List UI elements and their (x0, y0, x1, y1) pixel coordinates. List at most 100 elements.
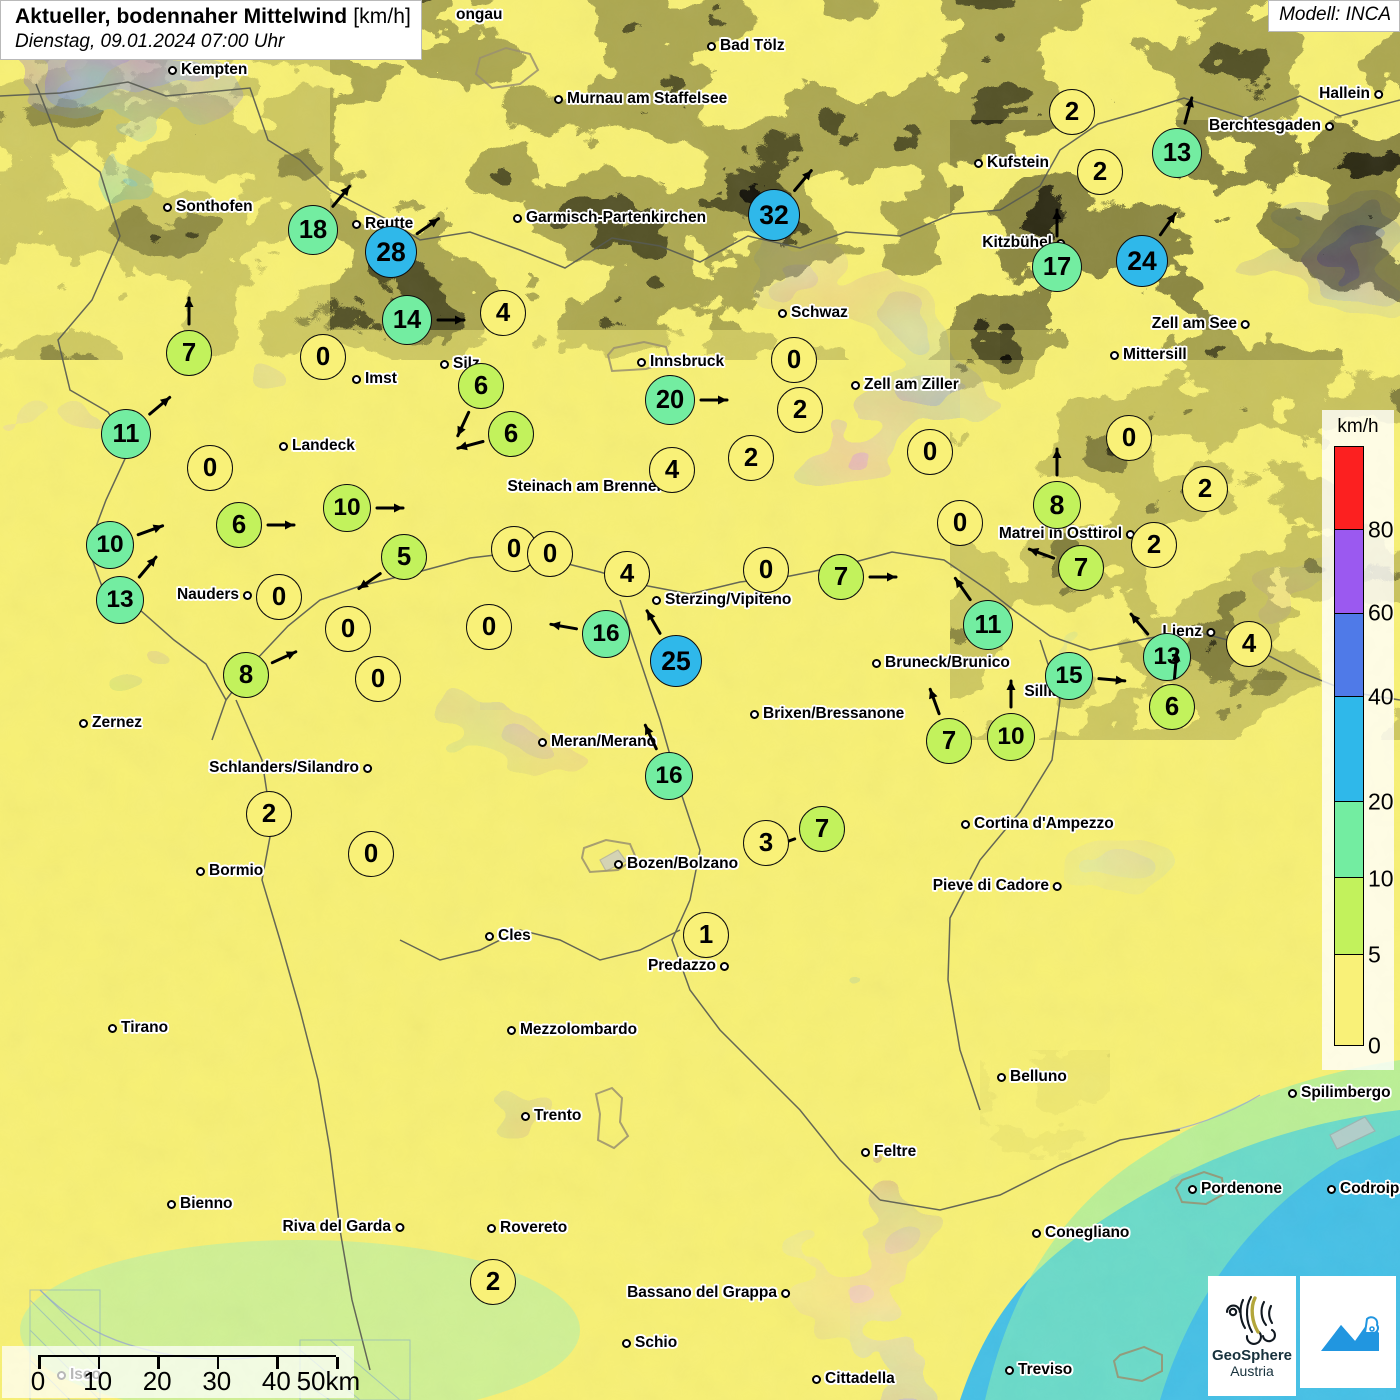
wind-station[interactable]: 7 (781, 517, 901, 637)
wind-station[interactable]: 4 (567, 514, 687, 634)
wind-station[interactable]: 0 (734, 300, 854, 420)
wind-speed-bubble[interactable]: 0 (1106, 415, 1152, 461)
wind-station[interactable]: 10 (287, 448, 407, 568)
wind-speed-bubble[interactable]: 3 (743, 820, 789, 866)
wind-speed-bubble[interactable]: 0 (325, 606, 371, 652)
wind-speed-bubble[interactable]: 2 (1077, 149, 1123, 195)
wind-speed-bubble[interactable]: 0 (187, 445, 233, 491)
wind-station[interactable]: 7 (1021, 508, 1141, 628)
wind-speed-bubble[interactable]: 17 (1032, 242, 1082, 292)
wind-speed-bubble[interactable]: 7 (818, 554, 864, 600)
wind-station[interactable]: 2 (1040, 112, 1160, 232)
wind-station[interactable]: 13 (60, 540, 180, 660)
wind-station[interactable]: 0 (429, 567, 549, 687)
wind-station[interactable]: 16 (609, 716, 729, 836)
wind-station[interactable]: 0 (263, 297, 383, 417)
wind-speed-bubble[interactable]: 8 (1033, 481, 1081, 529)
wind-speed-bubble[interactable]: 0 (743, 547, 789, 593)
wind-station[interactable]: 2 (1012, 52, 1132, 172)
wind-speed-bubble[interactable]: 2 (777, 387, 823, 433)
wind-station[interactable]: 2 (1145, 429, 1265, 549)
wind-station[interactable]: 0 (288, 569, 408, 689)
wind-speed-bubble[interactable]: 11 (963, 600, 1013, 650)
wind-station[interactable]: 2 (691, 398, 811, 518)
wind-station[interactable]: 4 (1189, 584, 1309, 704)
wind-speed-bubble[interactable]: 4 (604, 551, 650, 597)
wind-station[interactable]: 0 (706, 510, 826, 630)
wind-speed-bubble[interactable]: 4 (1226, 621, 1272, 667)
wind-speed-bubble[interactable]: 0 (527, 531, 573, 577)
wind-speed-bubble[interactable]: 0 (348, 831, 394, 877)
wind-speed-bubble[interactable]: 15 (1045, 652, 1093, 700)
wind-station[interactable]: 17 (997, 207, 1117, 327)
wind-speed-bubble[interactable]: 6 (488, 411, 534, 457)
wind-station[interactable]: 0 (900, 463, 1020, 583)
wind-station[interactable]: 8 (186, 615, 306, 735)
wind-speed-bubble[interactable]: 25 (650, 635, 702, 687)
wind-speed-bubble[interactable]: 0 (466, 604, 512, 650)
wind-speed-bubble[interactable]: 13 (96, 576, 144, 624)
wind-speed-bubble[interactable]: 14 (382, 295, 432, 345)
wind-speed-bubble[interactable]: 0 (300, 334, 346, 380)
wind-speed-bubble[interactable]: 2 (1049, 89, 1095, 135)
wind-speed-bubble[interactable]: 5 (381, 534, 427, 580)
wind-station[interactable]: 28 (331, 192, 451, 312)
wind-speed-bubble[interactable]: 11 (101, 409, 151, 459)
wind-speed-bubble[interactable]: 6 (1149, 684, 1195, 730)
wind-speed-bubble[interactable]: 7 (926, 718, 972, 764)
wind-speed-bubble[interactable]: 0 (937, 500, 983, 546)
wind-station[interactable]: 0 (150, 408, 270, 528)
wind-speed-bubble[interactable]: 2 (470, 1259, 516, 1305)
wind-station[interactable]: 0 (870, 392, 990, 512)
wind-station[interactable]: 32 (714, 155, 834, 275)
wind-speed-bubble[interactable]: 2 (1182, 466, 1228, 512)
wind-speed-bubble[interactable]: 7 (799, 806, 845, 852)
wind-speed-bubble[interactable]: 0 (355, 656, 401, 702)
wind-speed-bubble[interactable]: 24 (1116, 235, 1168, 287)
wind-station[interactable]: 0 (1069, 378, 1189, 498)
wind-station[interactable]: 6 (179, 465, 299, 585)
wind-speed-bubble[interactable]: 7 (1058, 545, 1104, 591)
wind-speed-bubble[interactable]: 32 (748, 189, 800, 241)
wind-speed-bubble[interactable]: 28 (365, 226, 417, 278)
wind-speed-bubble[interactable]: 16 (645, 752, 693, 800)
wind-speed-bubble[interactable]: 6 (458, 363, 504, 409)
wind-station[interactable]: 2 (433, 1222, 553, 1342)
wind-speed-bubble[interactable]: 4 (649, 447, 695, 493)
wind-station[interactable]: 4 (612, 410, 732, 530)
wind-station[interactable]: 2 (209, 754, 329, 874)
wind-speed-bubble[interactable]: 8 (223, 652, 269, 698)
wind-station[interactable]: 0 (219, 537, 339, 657)
wind-station[interactable]: 8 (997, 445, 1117, 565)
wind-station[interactable]: 2 (1094, 485, 1214, 605)
wind-speed-bubble[interactable]: 10 (323, 484, 371, 532)
wind-station[interactable]: 0 (318, 619, 438, 739)
wind-station[interactable]: 0 (490, 494, 610, 614)
wind-station[interactable]: 0 (311, 794, 431, 914)
wind-station[interactable]: 24 (1082, 201, 1202, 321)
wind-speed-bubble[interactable]: 0 (256, 574, 302, 620)
wind-station[interactable]: 2 (740, 350, 860, 470)
wind-speed-bubble[interactable]: 20 (645, 375, 695, 425)
wind-station[interactable]: 20 (610, 340, 730, 460)
wind-speed-bubble[interactable]: 10 (987, 713, 1035, 761)
wind-speed-bubble[interactable]: 16 (582, 610, 630, 658)
wind-speed-bubble[interactable]: 0 (771, 337, 817, 383)
wind-station[interactable]: 4 (443, 253, 563, 373)
wind-speed-bubble[interactable]: 0 (907, 429, 953, 475)
wind-station[interactable]: 10 (951, 677, 1071, 797)
wind-speed-bubble[interactable]: 2 (1131, 522, 1177, 568)
wind-station[interactable]: 11 (66, 374, 186, 494)
wind-station[interactable]: 7 (129, 293, 249, 413)
wind-speed-bubble[interactable]: 18 (288, 205, 338, 255)
wind-speed-bubble[interactable]: 1 (683, 912, 729, 958)
wind-station[interactable]: 6 (451, 374, 571, 494)
wind-station[interactable]: 1 (646, 875, 766, 995)
wind-speed-bubble[interactable]: 7 (166, 330, 212, 376)
wind-station[interactable]: 6 (1112, 647, 1232, 767)
wind-speed-bubble[interactable]: 2 (728, 435, 774, 481)
wind-station[interactable]: 25 (616, 601, 736, 721)
wind-speed-bubble[interactable]: 10 (86, 521, 134, 569)
wind-speed-bubble[interactable]: 2 (246, 791, 292, 837)
wind-speed-bubble[interactable]: 4 (480, 290, 526, 336)
